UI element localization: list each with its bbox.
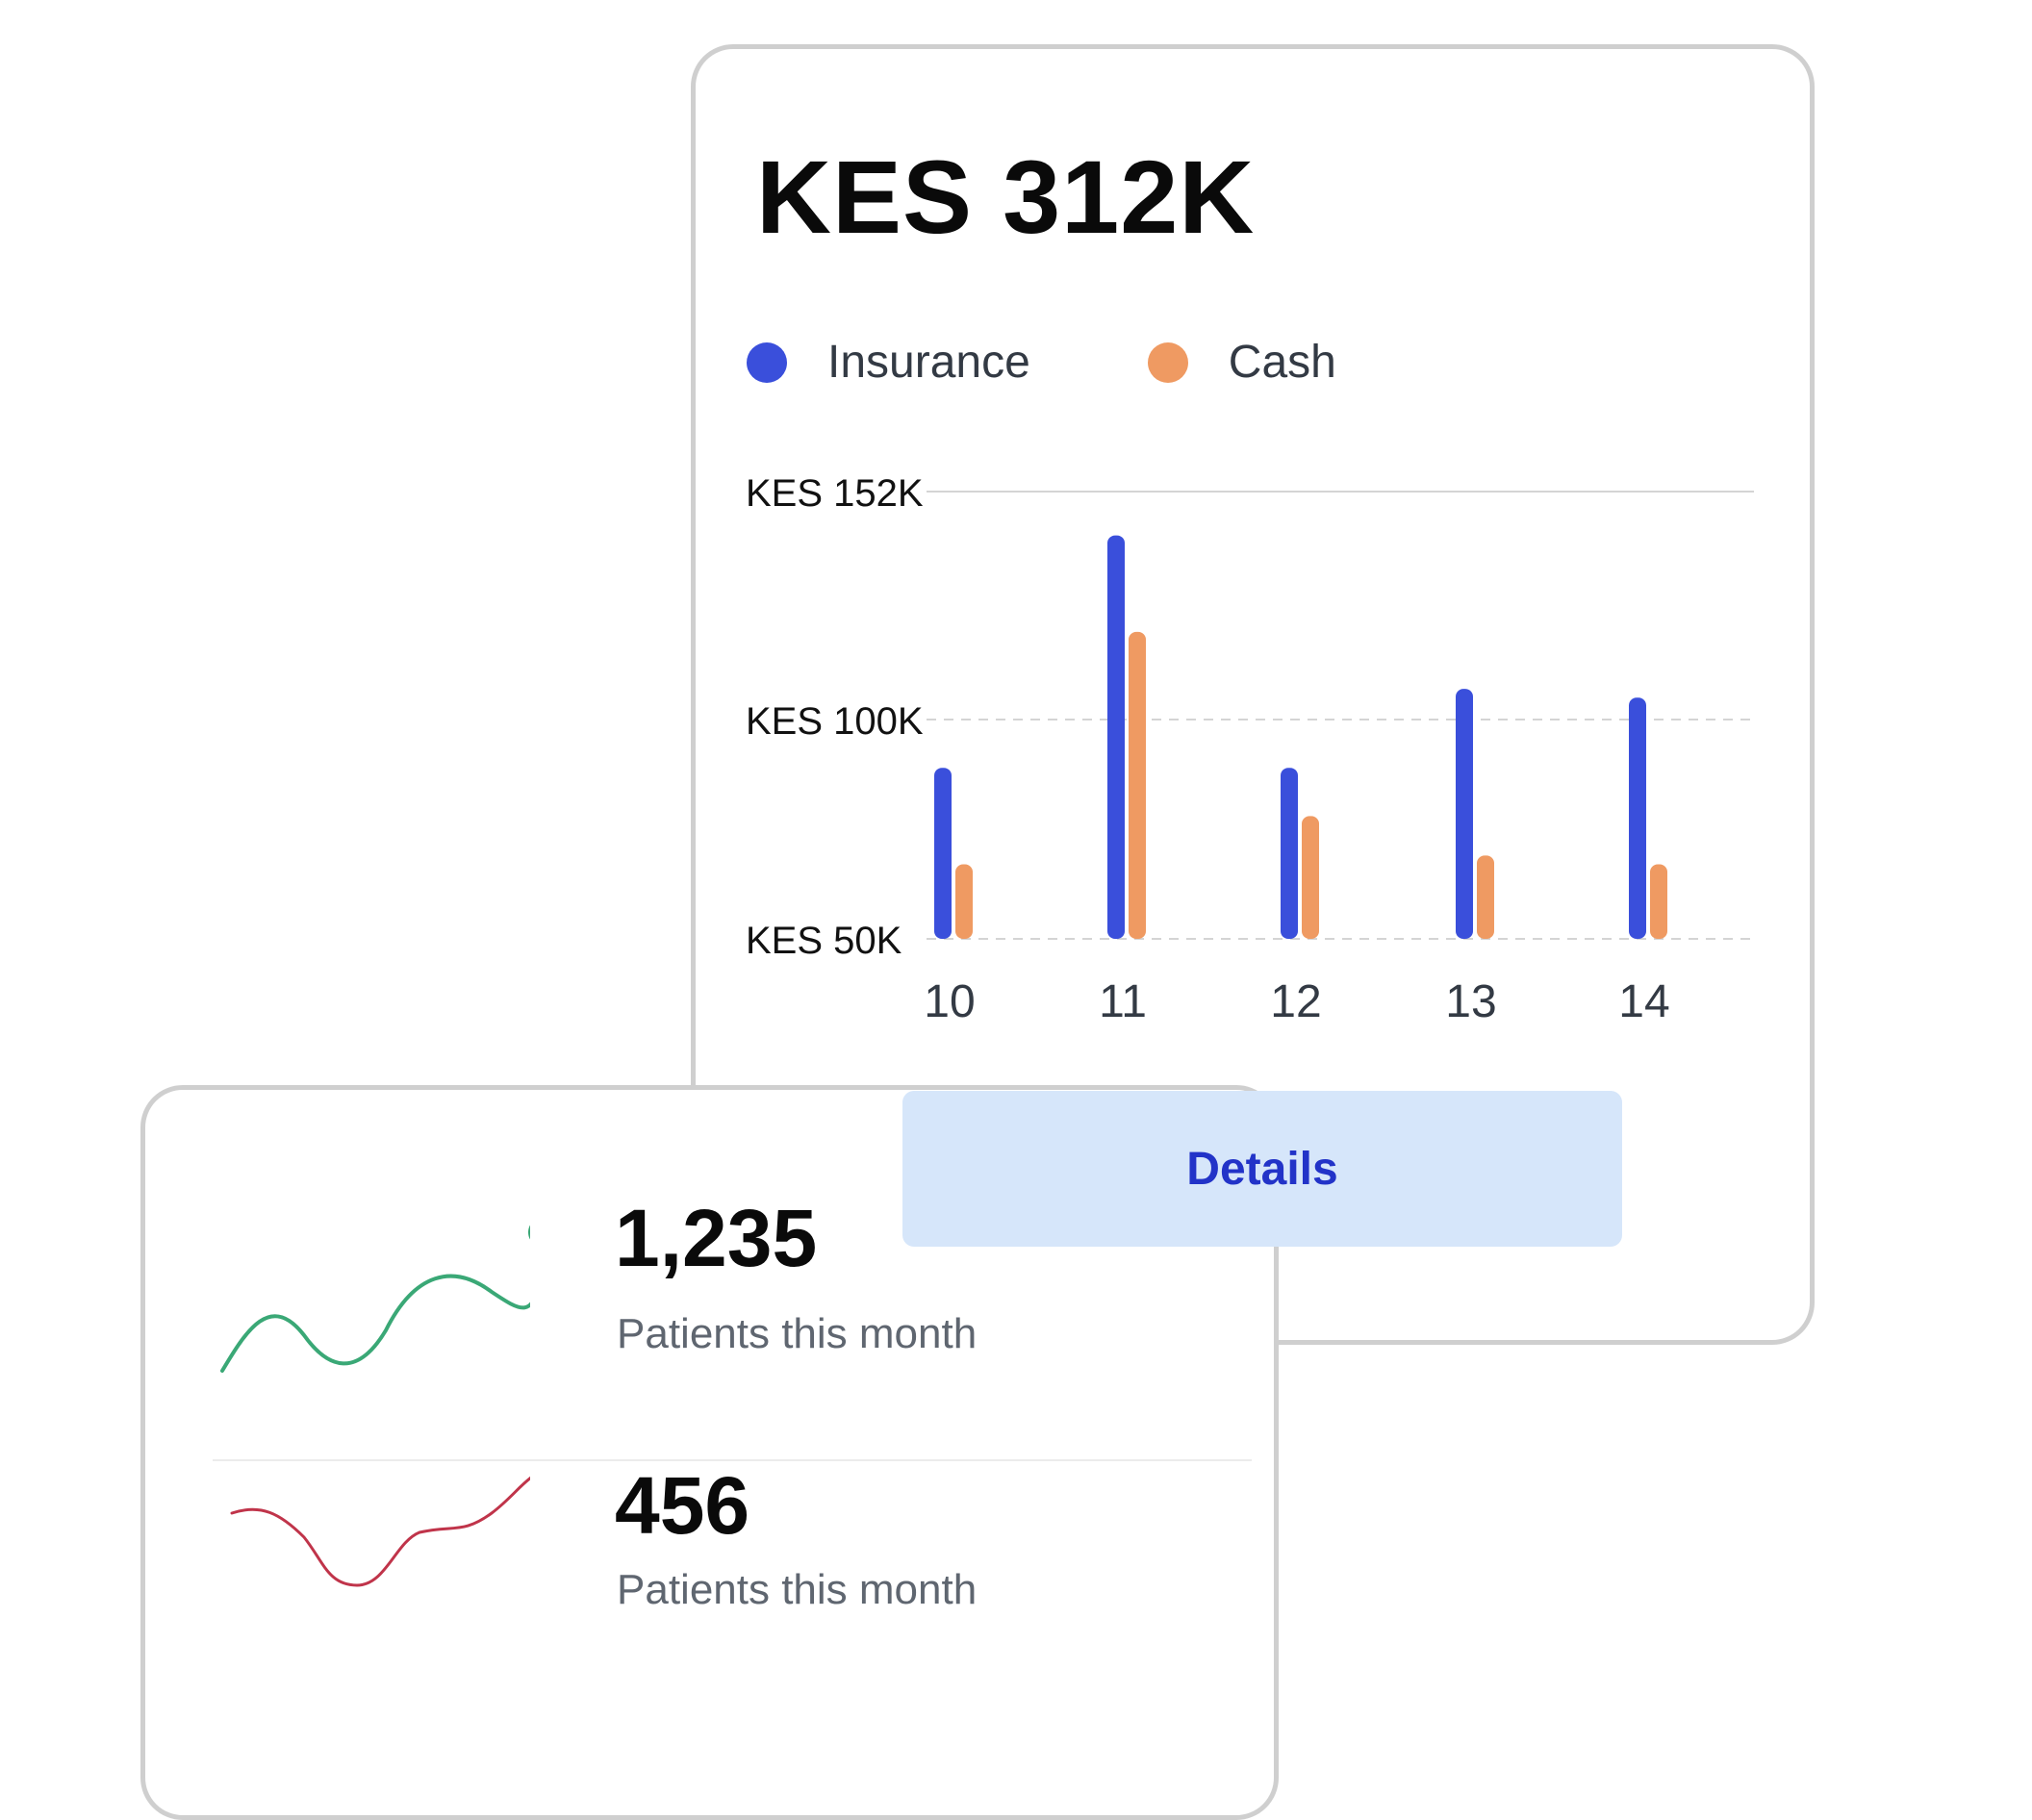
legend-label-cash: Cash	[1228, 337, 1336, 388]
red-trend-line	[230, 1476, 530, 1587]
bar-cash	[1129, 631, 1146, 939]
patients-stat-row: 456 Patients this month	[145, 1455, 1274, 1802]
x-tick-label: 10	[924, 976, 975, 1027]
insurance-dot-icon	[747, 341, 787, 383]
details-button[interactable]: Details	[902, 1091, 1622, 1247]
patients-count: 456	[615, 1460, 750, 1551]
legend-item-cash: Cash	[1147, 336, 1336, 389]
bar-cash	[1477, 855, 1494, 939]
x-tick-label: 14	[1618, 976, 1669, 1027]
legend-label-insurance: Insurance	[827, 337, 1030, 388]
bar-cash	[1650, 864, 1667, 939]
chart-legend: Insurance Cash	[747, 336, 1336, 389]
bar-cash	[1302, 816, 1319, 939]
bar-insurance	[1456, 689, 1473, 939]
patients-stat-row: 1,235 Patients this month	[145, 1090, 1274, 1436]
bar-cash	[955, 864, 973, 939]
bar-insurance	[1107, 535, 1125, 939]
x-tick-label: 13	[1445, 976, 1496, 1027]
x-tick-label: 11	[1099, 976, 1147, 1027]
bar-insurance	[1281, 768, 1298, 939]
y-tick-label: KES 50K	[746, 920, 902, 962]
row-divider	[213, 1459, 1252, 1461]
revenue-bar-chart: KES 50K KES 100K KES 152K 10 11 12 13 14	[746, 472, 1754, 1027]
y-tick-label: KES 100K	[746, 700, 924, 743]
patients-label: Patients this month	[617, 1310, 978, 1357]
bar-insurance	[1629, 697, 1646, 939]
x-tick-label: 12	[1270, 976, 1321, 1027]
bar-insurance	[934, 768, 952, 939]
patients-count: 1,235	[615, 1193, 818, 1283]
revenue-total: KES 312K	[756, 139, 1256, 255]
cash-dot-icon	[1147, 341, 1188, 383]
legend-item-insurance: Insurance	[747, 336, 1030, 389]
red-trend-sparkline	[230, 1476, 530, 1587]
patients-label: Patients this month	[617, 1566, 978, 1613]
green-trend-line	[220, 1274, 530, 1373]
y-tick-label: KES 152K	[746, 472, 924, 515]
green-trend-sparkline	[220, 1225, 530, 1373]
